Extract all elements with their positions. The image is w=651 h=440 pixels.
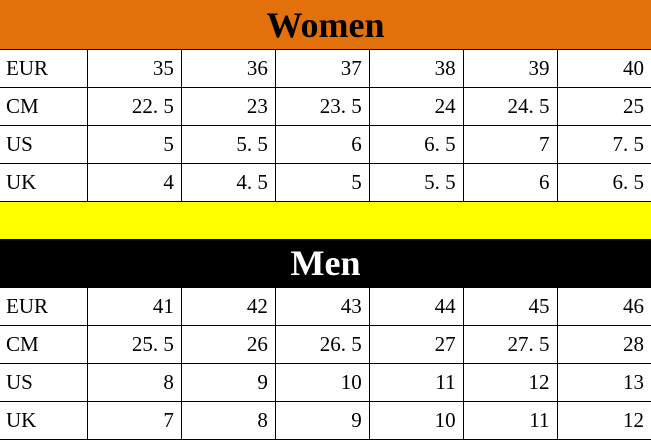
cell-men-us-3: 10: [275, 363, 370, 402]
cell-women-us-6: 7. 5: [557, 125, 651, 164]
row-label-us: US: [0, 125, 88, 164]
cell-men-us-6: 13: [557, 363, 651, 402]
cell-men-us-1: 8: [87, 363, 182, 402]
cell-women-us-4: 6. 5: [369, 125, 464, 164]
women-section-title: Women: [0, 0, 651, 49]
cell-men-uk-2: 8: [181, 401, 276, 440]
men-size-table: EUR 41 42 43 44 45 46 CM 25. 5 26 26. 5 …: [0, 287, 651, 440]
cell-men-cm-4: 27: [369, 325, 464, 364]
table-row: EUR 41 42 43 44 45 46: [0, 287, 651, 326]
cell-men-uk-3: 9: [275, 401, 370, 440]
row-label-uk: UK: [0, 401, 88, 440]
men-section-title: Men: [0, 239, 651, 287]
cell-women-cm-3: 23. 5: [275, 87, 370, 126]
cell-women-us-3: 6: [275, 125, 370, 164]
row-label-uk: UK: [0, 163, 88, 202]
cell-men-cm-2: 26: [181, 325, 276, 364]
row-label-eur: EUR: [0, 49, 88, 88]
table-row: US 8 9 10 11 12 13: [0, 363, 651, 402]
cell-women-eur-5: 39: [463, 49, 558, 88]
table-row: UK 7 8 9 10 11 12: [0, 401, 651, 440]
cell-women-us-1: 5: [87, 125, 182, 164]
row-label-cm: CM: [0, 87, 88, 126]
table-row: EUR 35 36 37 38 39 40: [0, 49, 651, 88]
cell-women-uk-3: 5: [275, 163, 370, 202]
yellow-separator-band: [0, 202, 651, 239]
cell-men-uk-1: 7: [87, 401, 182, 440]
cell-men-eur-2: 42: [181, 287, 276, 326]
cell-men-us-2: 9: [181, 363, 276, 402]
cell-men-uk-4: 10: [369, 401, 464, 440]
cell-men-us-4: 11: [369, 363, 464, 402]
table-row: UK 4 4. 5 5 5. 5 6 6. 5: [0, 163, 651, 202]
cell-women-uk-5: 6: [463, 163, 558, 202]
cell-women-uk-1: 4: [87, 163, 182, 202]
cell-men-eur-3: 43: [275, 287, 370, 326]
cell-women-cm-6: 25: [557, 87, 651, 126]
cell-women-us-2: 5. 5: [181, 125, 276, 164]
cell-men-cm-3: 26. 5: [275, 325, 370, 364]
cell-women-eur-1: 35: [87, 49, 182, 88]
table-row: CM 25. 5 26 26. 5 27 27. 5 28: [0, 325, 651, 364]
row-label-cm: CM: [0, 325, 88, 364]
women-size-table: EUR 35 36 37 38 39 40 CM 22. 5 23 23. 5 …: [0, 49, 651, 202]
cell-women-eur-6: 40: [557, 49, 651, 88]
cell-women-eur-3: 37: [275, 49, 370, 88]
cell-women-cm-5: 24. 5: [463, 87, 558, 126]
cell-men-eur-6: 46: [557, 287, 651, 326]
cell-men-cm-6: 28: [557, 325, 651, 364]
cell-women-eur-4: 38: [369, 49, 464, 88]
cell-men-eur-5: 45: [463, 287, 558, 326]
cell-men-cm-5: 27. 5: [463, 325, 558, 364]
row-label-us: US: [0, 363, 88, 402]
cell-women-uk-6: 6. 5: [557, 163, 651, 202]
cell-women-eur-2: 36: [181, 49, 276, 88]
cell-men-cm-1: 25. 5: [87, 325, 182, 364]
cell-men-uk-6: 12: [557, 401, 651, 440]
table-row: CM 22. 5 23 23. 5 24 24. 5 25: [0, 87, 651, 126]
cell-men-us-5: 12: [463, 363, 558, 402]
cell-men-eur-1: 41: [87, 287, 182, 326]
cell-women-us-5: 7: [463, 125, 558, 164]
cell-women-uk-4: 5. 5: [369, 163, 464, 202]
row-label-eur: EUR: [0, 287, 88, 326]
cell-women-uk-2: 4. 5: [181, 163, 276, 202]
cell-women-cm-4: 24: [369, 87, 464, 126]
cell-women-cm-1: 22. 5: [87, 87, 182, 126]
cell-men-eur-4: 44: [369, 287, 464, 326]
table-row: US 5 5. 5 6 6. 5 7 7. 5: [0, 125, 651, 164]
cell-women-cm-2: 23: [181, 87, 276, 126]
cell-men-uk-5: 11: [463, 401, 558, 440]
